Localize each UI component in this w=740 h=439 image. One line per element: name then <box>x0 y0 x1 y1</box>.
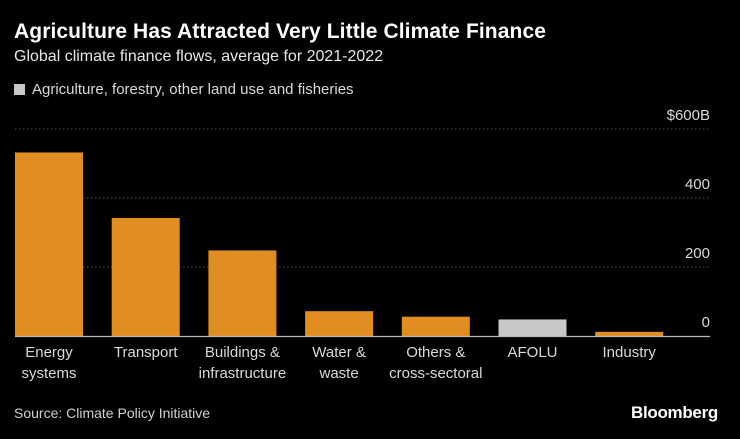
bar <box>595 331 664 336</box>
legend-swatch <box>14 84 25 95</box>
bar <box>111 218 180 336</box>
bar <box>15 152 83 336</box>
bloomberg-logo: Bloomberg <box>630 403 718 422</box>
legend-label: Agriculture, forestry, other land use an… <box>32 81 354 98</box>
bar <box>208 250 277 336</box>
y-tick-label: 200 <box>685 245 710 262</box>
bar <box>305 311 374 336</box>
x-tick-label: Energy systems <box>21 344 76 382</box>
source-note: Source: Climate Policy Initiative <box>14 405 211 421</box>
bar <box>498 319 567 336</box>
bar <box>401 316 470 336</box>
x-tick-label: Industry <box>603 344 657 361</box>
x-tick-label: Buildings & infrastructure <box>199 344 287 382</box>
y-tick-label: 0 <box>702 314 710 331</box>
x-tick-label: Water & waste <box>312 344 366 382</box>
chart-subtitle: Global climate finance flows, average fo… <box>14 48 384 65</box>
y-tick-label: $600B <box>667 107 710 124</box>
x-tick-label: Others & cross-sectoral <box>389 344 482 382</box>
chart-title: Agriculture Has Attracted Very Little Cl… <box>14 20 547 43</box>
y-tick-label: 400 <box>685 176 710 193</box>
legend: Agriculture, forestry, other land use an… <box>14 81 354 98</box>
x-tick-label: Transport <box>114 344 178 361</box>
x-tick-label: AFOLU <box>507 344 557 361</box>
